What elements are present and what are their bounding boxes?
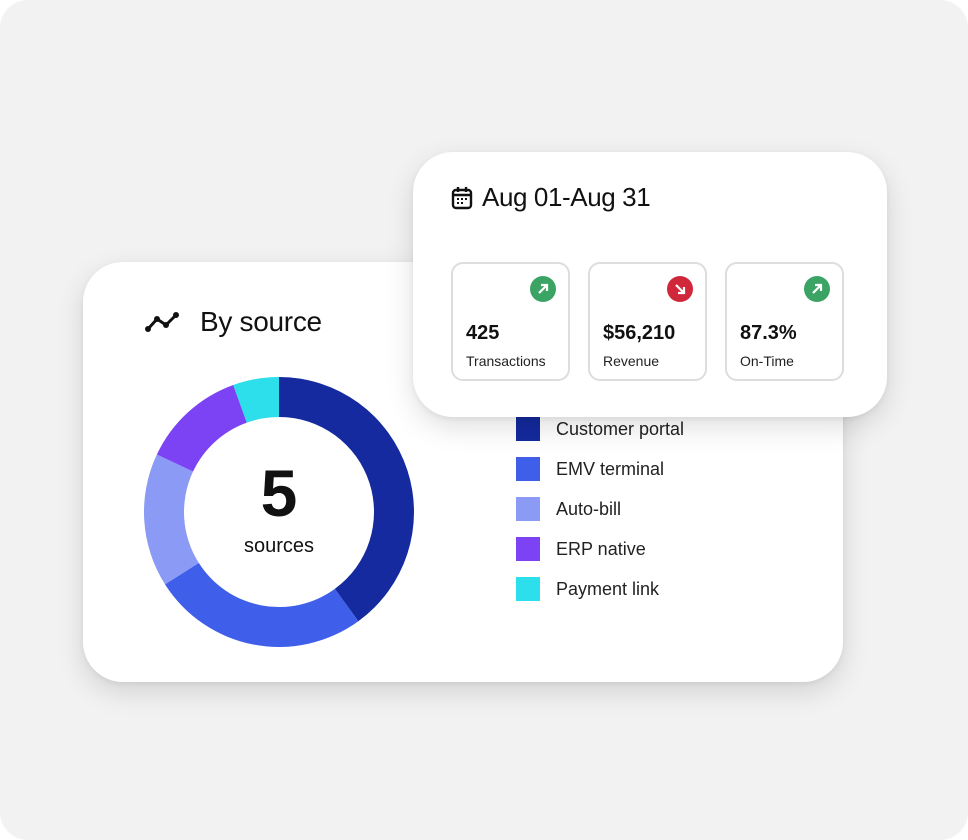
legend-label: Customer portal [556, 418, 685, 439]
source-count-label: sources [243, 535, 315, 557]
donut-segment-customer-portal[interactable] [279, 377, 414, 622]
legend-swatch [516, 417, 540, 441]
legend-item[interactable]: Customer portal [516, 409, 684, 449]
donut-segment-auto-bill[interactable] [144, 454, 199, 585]
trend-line-icon [145, 312, 179, 332]
stat-value: 87.3% [740, 322, 797, 344]
date-range-header[interactable]: Aug 01-Aug 31 [451, 182, 651, 213]
legend-swatch [516, 497, 540, 521]
legend-label: EMV terminal [556, 458, 665, 479]
donut-segment-emv-terminal[interactable] [165, 562, 359, 647]
trend-down-icon [667, 276, 693, 302]
legend-item[interactable]: EMV terminal [516, 449, 684, 489]
legend-label: Auto-bill [556, 498, 622, 519]
source-count: 5 [260, 456, 298, 530]
date-range-card: Aug 01-Aug 31 425 Transactions $56,210 R… [413, 152, 887, 417]
legend-item[interactable]: ERP native [516, 529, 684, 569]
stat-card-revenue[interactable]: $56,210 Revenue [588, 262, 707, 381]
donut-chart [144, 377, 414, 647]
stat-label: Revenue [603, 353, 660, 369]
by-source-header: By source [145, 306, 322, 338]
stat-card-on-time[interactable]: 87.3% On-Time [725, 262, 844, 381]
stat-value: $56,210 [603, 322, 676, 344]
stat-label: On-Time [740, 353, 794, 369]
legend-label: Payment link [556, 578, 660, 599]
calendar-icon [451, 186, 473, 209]
legend-item[interactable]: Payment link [516, 569, 684, 609]
trend-up-icon [530, 276, 556, 302]
stat-value: 425 [466, 322, 500, 344]
stat-card-transactions[interactable]: 425 Transactions [451, 262, 570, 381]
chart-legend: Customer portal EMV terminal Auto-bill ERP … [516, 409, 684, 609]
donut-segment-erp-native[interactable] [156, 384, 247, 472]
donut-segment-payment-link[interactable] [233, 377, 279, 423]
legend-label: ERP native [556, 538, 646, 559]
legend-swatch [516, 577, 540, 601]
date-range-title: Aug 01-Aug 31 [482, 182, 651, 212]
stat-label: Transactions [466, 353, 546, 369]
legend-swatch [516, 457, 540, 481]
legend-item[interactable]: Auto-bill [516, 489, 684, 529]
by-source-title: By source [200, 306, 322, 337]
trend-up-icon [804, 276, 830, 302]
legend-swatch [516, 537, 540, 561]
